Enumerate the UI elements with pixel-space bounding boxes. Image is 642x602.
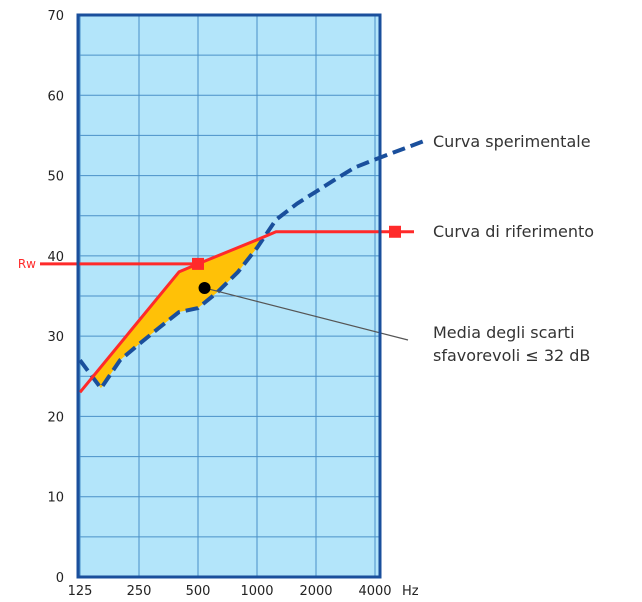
x-tick-label: 500: [186, 584, 211, 599]
reference-curve-label: Curva di riferimento: [433, 222, 594, 241]
unfavourable-deviation-area: [93, 236, 265, 389]
x-tick-label: 4000: [358, 584, 391, 599]
x-tick-label: 125: [68, 584, 93, 599]
experimental-extension: [374, 139, 425, 162]
reference-legend-marker: [389, 225, 401, 238]
y-tick-label: 40: [47, 250, 64, 265]
mean-deviation-label: Media degli scarti: [433, 323, 575, 342]
experimental-curve-label: Curva sperimentale: [433, 132, 591, 151]
y-tick-label: 20: [47, 410, 64, 425]
mean-deviation-label: sfavorevoli ≤ 32 dB: [433, 346, 590, 365]
y-tick-label: 60: [47, 89, 64, 104]
y-tick-label: 70: [47, 9, 64, 24]
y-tick-label: 30: [47, 330, 64, 345]
mean-deviation-point: [198, 281, 211, 294]
experimental-curve: [78, 157, 376, 391]
plot-frame: [76, 13, 382, 579]
y-tick-label: 10: [47, 491, 64, 506]
mean-leader-line: [204, 287, 409, 341]
rw-label: Rw: [18, 257, 36, 271]
x-tick-label: 250: [127, 584, 152, 599]
y-tick-label: 0: [56, 571, 64, 586]
x-unit-label: Hz: [402, 584, 419, 599]
rw-marker: [192, 257, 204, 270]
y-tick-label: 50: [47, 170, 64, 185]
x-tick-label: 2000: [299, 584, 332, 599]
x-tick-label: 1000: [240, 584, 273, 599]
